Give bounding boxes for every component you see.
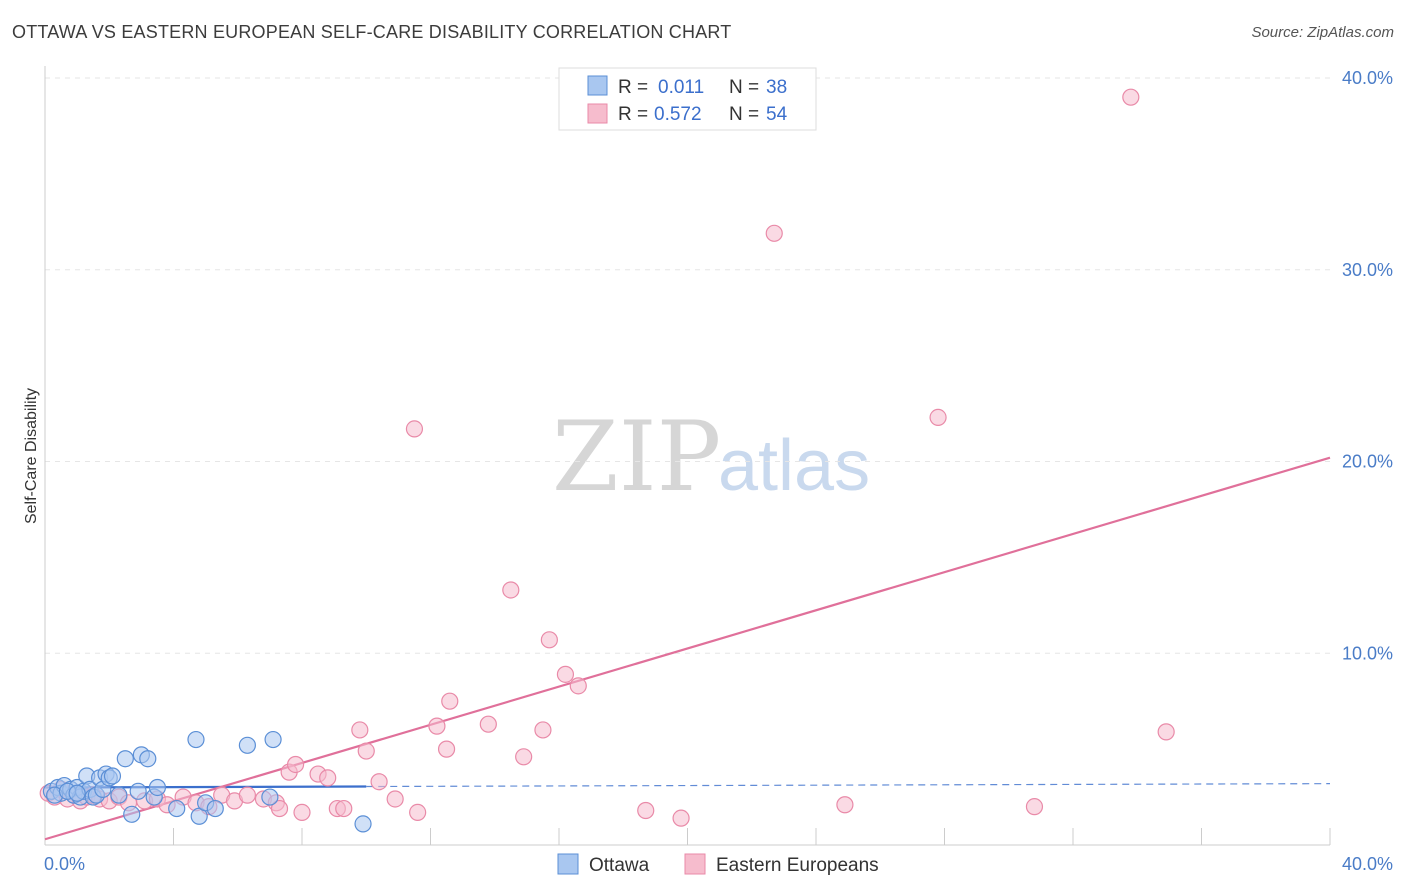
eastern-point bbox=[672, 809, 690, 827]
legend-r-label-eastern: R = bbox=[618, 104, 648, 125]
eastern-point bbox=[765, 224, 783, 242]
chart-source: Source: ZipAtlas.com bbox=[1251, 24, 1394, 41]
ottawa-point bbox=[206, 799, 224, 818]
ottawa-point bbox=[68, 784, 86, 802]
eastern-point bbox=[437, 740, 456, 758]
x-tick-label: 0.0% bbox=[44, 854, 85, 874]
eastern-point bbox=[479, 715, 497, 733]
eastern-point bbox=[515, 748, 533, 766]
ottawa-point bbox=[354, 815, 372, 833]
data-points bbox=[39, 88, 1175, 833]
eastern-point bbox=[502, 581, 520, 599]
watermark-zip: ZIP bbox=[552, 401, 721, 513]
x-tick-label: 40.0% bbox=[1342, 854, 1393, 874]
legend-r-value-eastern: 0.572 bbox=[654, 104, 702, 125]
eastern-point bbox=[1157, 723, 1175, 741]
eastern-point bbox=[441, 692, 459, 710]
eastern-point bbox=[637, 801, 655, 820]
legend-bottom-swatch-ottawa bbox=[557, 853, 579, 875]
eastern-point bbox=[319, 769, 337, 787]
legend-r-label-ottawa: R = bbox=[618, 77, 648, 98]
eastern-point bbox=[534, 721, 552, 739]
y-tick-label: 40.0% bbox=[1342, 68, 1393, 88]
y-axis-label: Self-Care Disability bbox=[23, 388, 40, 524]
eastern-point bbox=[836, 796, 854, 814]
eastern-point bbox=[293, 803, 311, 822]
ottawa-point bbox=[139, 750, 157, 768]
legend-top: R = 0.011 N = 38 R = 0.572 N = 54 bbox=[558, 67, 817, 131]
ottawa-point bbox=[110, 786, 128, 804]
ottawa-trend-extension bbox=[366, 783, 1331, 788]
ottawa-point bbox=[238, 736, 256, 754]
legend-swatch-ottawa bbox=[587, 75, 608, 96]
eastern-point bbox=[1122, 88, 1140, 106]
watermark-atlas: atlas bbox=[718, 426, 870, 506]
ottawa-point bbox=[148, 778, 167, 797]
eastern-point bbox=[270, 799, 289, 818]
eastern-point bbox=[357, 742, 375, 760]
axes bbox=[44, 66, 1331, 846]
legend-n-value-ottawa: 38 bbox=[766, 77, 787, 98]
eastern-point bbox=[370, 773, 388, 791]
eastern-point bbox=[556, 665, 575, 683]
chart-title: OTTAWA VS EASTERN EUROPEAN SELF-CARE DIS… bbox=[12, 22, 732, 42]
ottawa-point bbox=[103, 767, 122, 785]
legend-r-value-ottawa: 0.011 bbox=[658, 77, 704, 98]
y-tick-label: 10.0% bbox=[1342, 643, 1393, 663]
eastern-point bbox=[569, 677, 587, 695]
eastern-point bbox=[929, 408, 947, 426]
watermark: ZIP atlas bbox=[552, 401, 870, 513]
y-tick-label: 30.0% bbox=[1342, 260, 1393, 280]
legend-bottom-swatch-eastern bbox=[684, 853, 706, 875]
eastern-point bbox=[351, 721, 369, 739]
eastern-point bbox=[335, 799, 353, 818]
eastern-point bbox=[428, 717, 446, 735]
eastern-point bbox=[238, 786, 256, 804]
ottawa-point bbox=[187, 730, 205, 749]
ottawa-point bbox=[116, 750, 134, 768]
tick-labels: 10.0% 20.0% 30.0% 40.0% 0.0% 40.0% bbox=[44, 68, 1393, 874]
eastern-point bbox=[540, 631, 558, 649]
ottawa-point bbox=[264, 730, 282, 749]
ottawa-point bbox=[261, 788, 279, 806]
ottawa-point bbox=[129, 782, 147, 800]
legend-bottom-label-ottawa: Ottawa bbox=[589, 855, 650, 876]
legend-swatch-eastern bbox=[587, 103, 608, 124]
ottawa-point bbox=[123, 805, 141, 823]
eastern-point bbox=[1025, 798, 1044, 816]
legend-bottom-label-eastern: Eastern Europeans bbox=[716, 855, 879, 876]
legend-bottom: Ottawa Eastern Europeans bbox=[557, 853, 879, 876]
eastern-point bbox=[386, 790, 404, 808]
legend-n-value-eastern: 54 bbox=[766, 104, 788, 125]
legend-n-label-eastern: N = bbox=[729, 104, 759, 125]
eastern-point bbox=[409, 803, 427, 822]
trend-lines bbox=[44, 456, 1331, 841]
legend-n-label-ottawa: N = bbox=[729, 77, 759, 98]
y-tick-label: 20.0% bbox=[1342, 452, 1393, 472]
grid-lines bbox=[45, 77, 1330, 654]
eastern-point bbox=[286, 755, 305, 774]
eastern-point bbox=[405, 420, 424, 438]
eastern-trend-line bbox=[44, 456, 1331, 841]
ottawa-point bbox=[168, 799, 186, 818]
